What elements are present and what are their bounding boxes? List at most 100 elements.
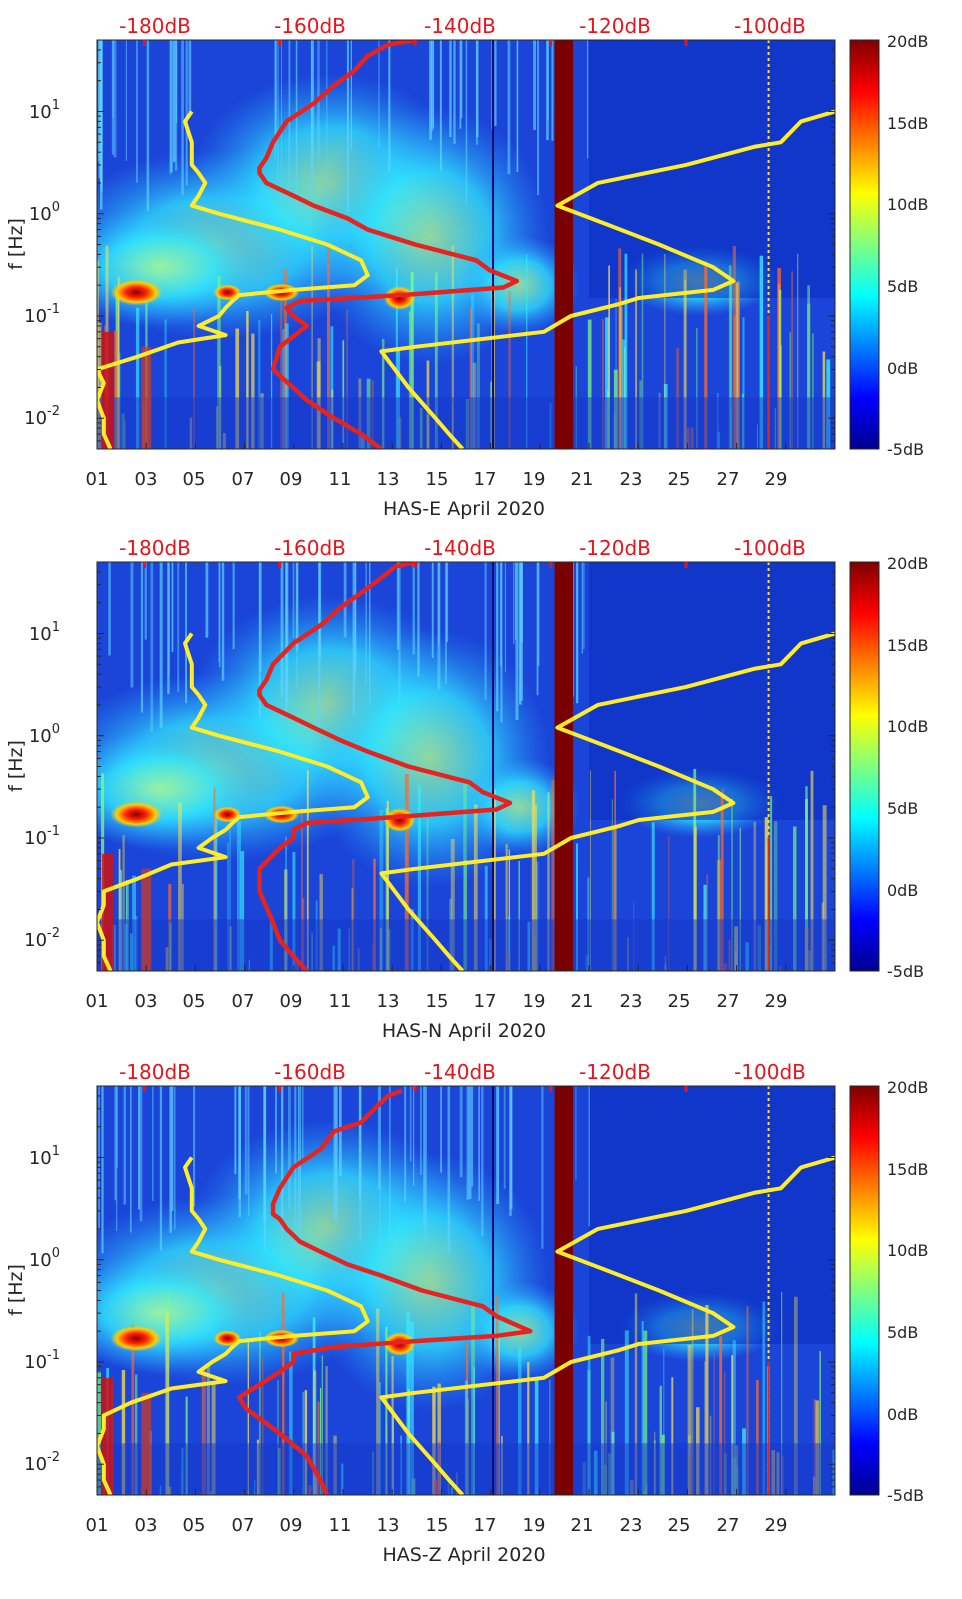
- high-frequency-streak: [277, 40, 279, 181]
- low-frequency-streak: [793, 826, 797, 971]
- low-frequency-streak: [759, 255, 764, 449]
- low-frequency-streak: [531, 790, 536, 971]
- high-frequency-streak: [281, 1086, 284, 1233]
- noise-energy-region: [460, 235, 580, 336]
- low-frequency-streak: [227, 842, 229, 971]
- low-frequency-streak: [791, 271, 794, 449]
- y-tick-label: 10-2: [24, 1450, 60, 1475]
- high-frequency-streak: [292, 562, 295, 638]
- high-frequency-streak: [509, 1086, 512, 1216]
- low-frequency-streak: [311, 245, 313, 449]
- high-frequency-streak: [352, 562, 355, 715]
- x-tick-label: 27: [717, 469, 740, 490]
- low-frequency-streak: [683, 269, 687, 449]
- colorbar-tick-label: 5dB: [887, 1323, 918, 1342]
- microseism-hotspot: [383, 807, 416, 832]
- high-frequency-streak: [140, 562, 144, 713]
- high-frequency-streak: [494, 40, 497, 127]
- high-frequency-streak: [404, 1086, 407, 1202]
- high-frequency-streak: [326, 40, 328, 214]
- high-frequency-streak: [430, 40, 434, 131]
- panel-has-z: -180dB -160dB -140dB -120dB -100dB f [Hz…: [5, 1060, 929, 1566]
- colorbar-tick-label: 15dB: [887, 114, 929, 133]
- low-frequency-streak: [217, 276, 221, 449]
- low-frequency-streak: [684, 279, 686, 449]
- low-frequency-streak: [659, 1385, 662, 1495]
- low-frequency-streak: [721, 788, 724, 971]
- high-frequency-streak: [98, 1086, 100, 1231]
- x-tick-label: 15: [426, 469, 449, 490]
- low-frequency-streak: [319, 1387, 322, 1495]
- high-frequency-streak: [171, 1086, 174, 1212]
- high-frequency-streak: [504, 562, 507, 672]
- x-axis: 01 03 05 07 09 11 13 15 17 19 21 23 25 2…: [86, 1515, 788, 1566]
- red-psd-curve: [236, 1088, 533, 1495]
- low-frequency-streak: [643, 1330, 648, 1495]
- low-frequency-streak: [285, 836, 287, 971]
- low-frequency-streak: [378, 1381, 381, 1495]
- yellow-noise-model-high: [379, 631, 835, 971]
- low-frequency-streak: [229, 804, 231, 971]
- high-frequency-streak: [232, 562, 235, 650]
- high-frequency-streak: [185, 40, 188, 186]
- high-frequency-streak: [129, 1086, 132, 1233]
- low-frequency-streak: [589, 770, 592, 971]
- yellow-noise-model-high: [379, 1155, 835, 1495]
- y-axis: f [Hz] 10-2 10-1 100 101: [5, 1144, 60, 1475]
- x-tick-label: 19: [523, 991, 546, 1012]
- low-frequency-streak: [410, 271, 414, 449]
- top-axis: -180dB -160dB -140dB -120dB -100dB: [119, 14, 806, 38]
- high-frequency-streak: [258, 562, 261, 718]
- high-frequency-streak: [358, 1086, 362, 1199]
- low-frequency-streak: [470, 294, 475, 449]
- high-frequency-streak: [481, 1086, 484, 1237]
- microseism-hotspot: [110, 279, 163, 306]
- high-frequency-streak: [537, 562, 540, 666]
- x-tick-label: 03: [135, 1515, 158, 1536]
- high-frequency-streak: [500, 562, 503, 723]
- low-frequency-streak: [624, 253, 628, 449]
- low-frequency-streak: [301, 808, 303, 971]
- high-frequency-streak: [572, 562, 575, 697]
- colorbar-tick-label: 5dB: [887, 799, 918, 818]
- low-frequency-streak: [505, 844, 508, 971]
- low-frequency-streak: [473, 804, 478, 971]
- high-frequency-streak: [513, 562, 515, 645]
- low-frequency-streak: [321, 1355, 323, 1495]
- microseism-hotspot: [213, 284, 242, 301]
- colorbar-tick-label: -5dB: [887, 1486, 924, 1505]
- high-frequency-streak: [507, 40, 511, 175]
- x-tick-label: 29: [765, 991, 788, 1012]
- high-frequency-streak: [449, 40, 452, 138]
- low-frequency-streak: [610, 1357, 615, 1495]
- high-frequency-streak: [378, 40, 380, 149]
- low-frequency-streak: [608, 265, 610, 449]
- low-frequency-streak: [778, 290, 782, 449]
- x-tick-label: 05: [183, 469, 206, 490]
- low-frequency-streak: [166, 1292, 170, 1495]
- low-frequency-streak: [622, 339, 626, 449]
- x-tick-label: 29: [765, 1515, 788, 1536]
- high-frequency-streak: [219, 562, 221, 668]
- low-frequency-streak: [668, 835, 670, 971]
- low-frequency-streak: [797, 253, 799, 449]
- low-frequency-streak: [213, 787, 216, 971]
- x-tick-label: 23: [620, 1515, 643, 1536]
- low-frequency-streak: [240, 851, 245, 971]
- low-frequency-streak: [496, 1295, 499, 1495]
- low-frequency-streak: [312, 1317, 316, 1495]
- low-frequency-streak: [261, 1357, 264, 1495]
- top-tick-label: -120dB: [579, 536, 651, 560]
- high-frequency-streak: [318, 562, 321, 729]
- low-frequency-streak: [619, 287, 621, 449]
- high-frequency-streak: [459, 40, 462, 129]
- low-frequency-streak: [346, 309, 348, 449]
- high-frequency-streak: [445, 562, 447, 684]
- high-frequency-streak: [167, 562, 170, 694]
- high-frequency-streak: [275, 40, 277, 143]
- y-axis-label: f [Hz]: [5, 740, 27, 792]
- red-psd-curve: [257, 562, 513, 971]
- x-tick-label: 25: [668, 1515, 691, 1536]
- high-frequency-streak: [396, 562, 400, 650]
- top-axis: -180dB -160dB -140dB -120dB -100dB: [119, 1060, 806, 1084]
